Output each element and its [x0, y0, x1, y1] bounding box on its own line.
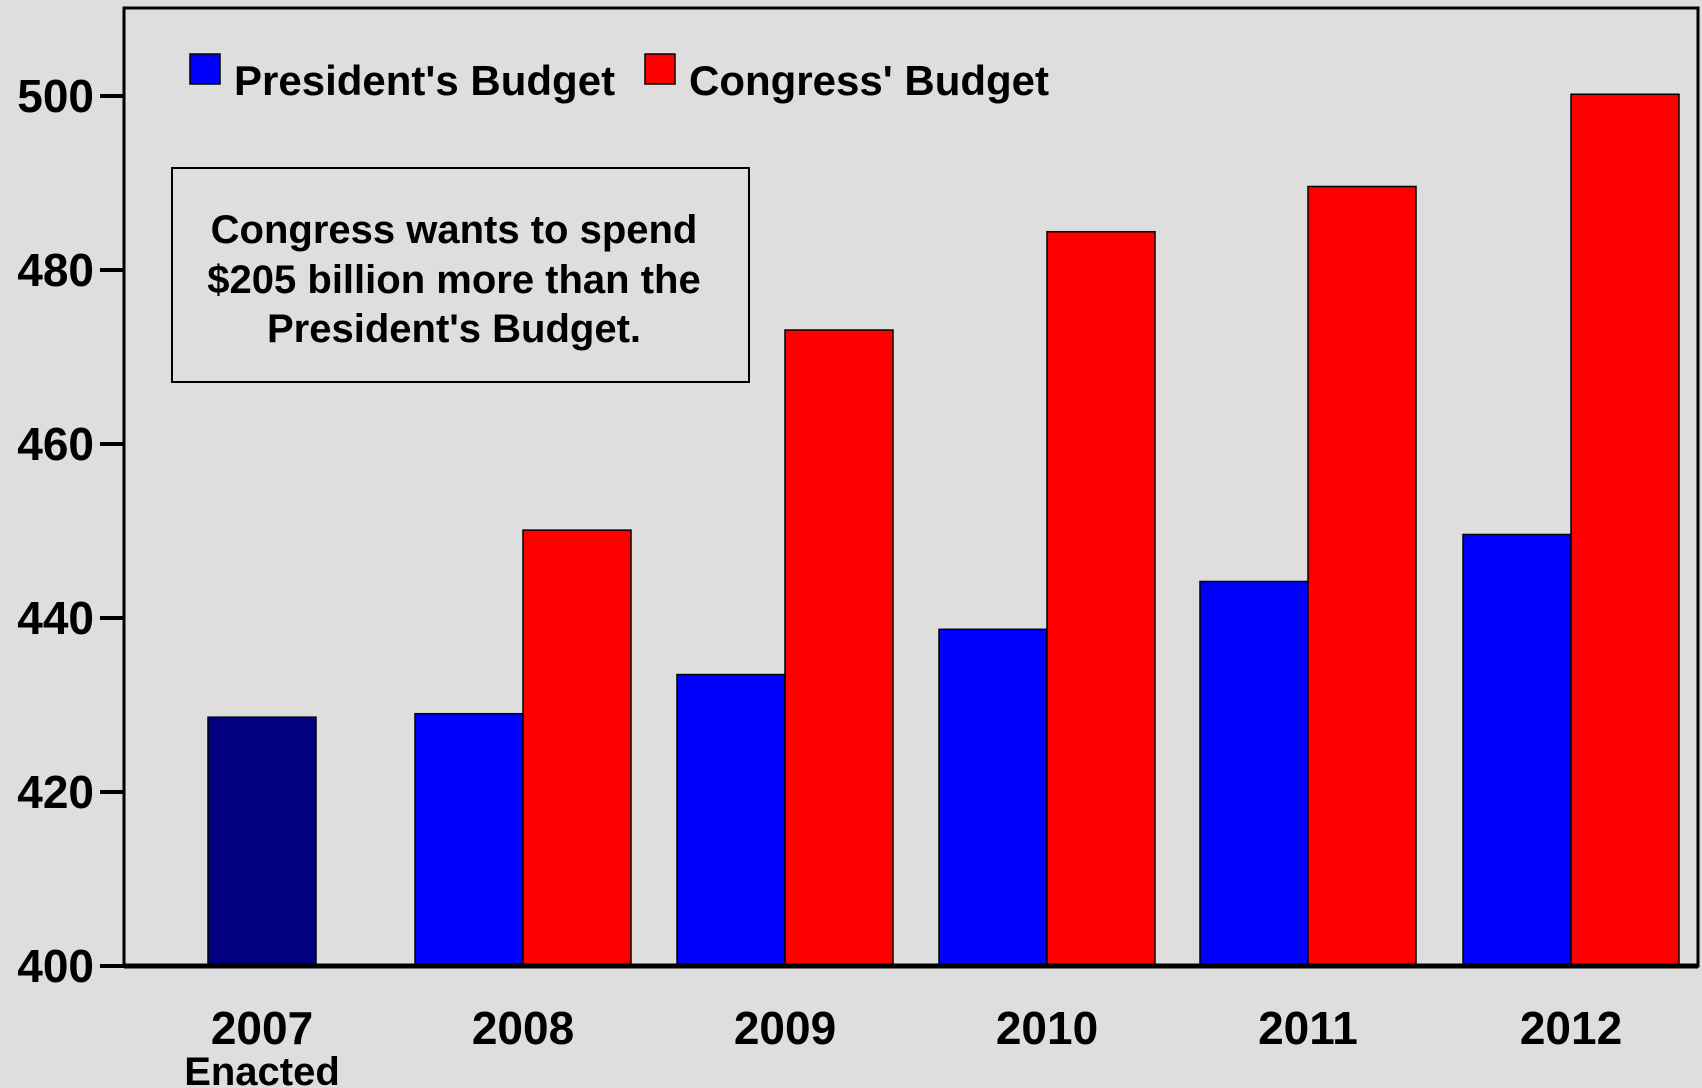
annotation-line-3: President's Budget. — [267, 307, 641, 351]
bar-president-2011 — [1199, 580, 1309, 967]
legend-label-congress: Congress' Budget — [689, 57, 1049, 104]
bar-congress-2012 — [1570, 93, 1680, 967]
annotation-box: Congress wants to spend $205 billion mor… — [171, 167, 750, 383]
x-tick-label: 2008 — [472, 1002, 574, 1054]
bar-congress-2011 — [1307, 185, 1417, 967]
bar-president-2008 — [414, 712, 524, 967]
bar-congress-2009 — [784, 329, 894, 967]
y-tick-label: 500 — [17, 70, 94, 122]
x-tick-label: 2007 — [211, 1002, 313, 1054]
x-tick-sublabel: Enacted — [184, 1050, 340, 1088]
y-axis: 400 420 440 460 480 500 — [17, 70, 124, 992]
x-tick-label: 2012 — [1520, 1002, 1622, 1054]
bar-president-2010 — [938, 628, 1048, 967]
y-tick-label: 480 — [17, 244, 94, 296]
bar-president-2012 — [1462, 533, 1572, 967]
legend-swatch-president — [189, 53, 221, 85]
bar-congress-2010 — [1046, 230, 1156, 967]
legend: President's Budget Congress' Budget — [189, 53, 1049, 104]
annotation-line-1: Congress wants to spend — [211, 208, 698, 252]
plot-frame — [122, 6, 1700, 968]
annotation-line-2: $205 billion more than the — [207, 258, 700, 302]
legend-swatch-congress — [644, 53, 676, 85]
legend-label-president: President's Budget — [234, 57, 615, 104]
y-tick-label: 460 — [17, 418, 94, 470]
bar-congress-2008 — [522, 529, 632, 967]
y-tick-label: 400 — [17, 940, 94, 992]
y-tick-label: 420 — [17, 766, 94, 818]
bars-group — [207, 93, 1680, 967]
x-tick-label: 2009 — [734, 1002, 836, 1054]
x-tick-label: 2010 — [996, 1002, 1098, 1054]
y-tick-label: 440 — [17, 592, 94, 644]
bar-enacted-2007 — [207, 716, 317, 967]
annotation-frame — [171, 167, 750, 383]
x-tick-label: 2011 — [1258, 1002, 1358, 1054]
bar-president-2009 — [676, 673, 786, 967]
